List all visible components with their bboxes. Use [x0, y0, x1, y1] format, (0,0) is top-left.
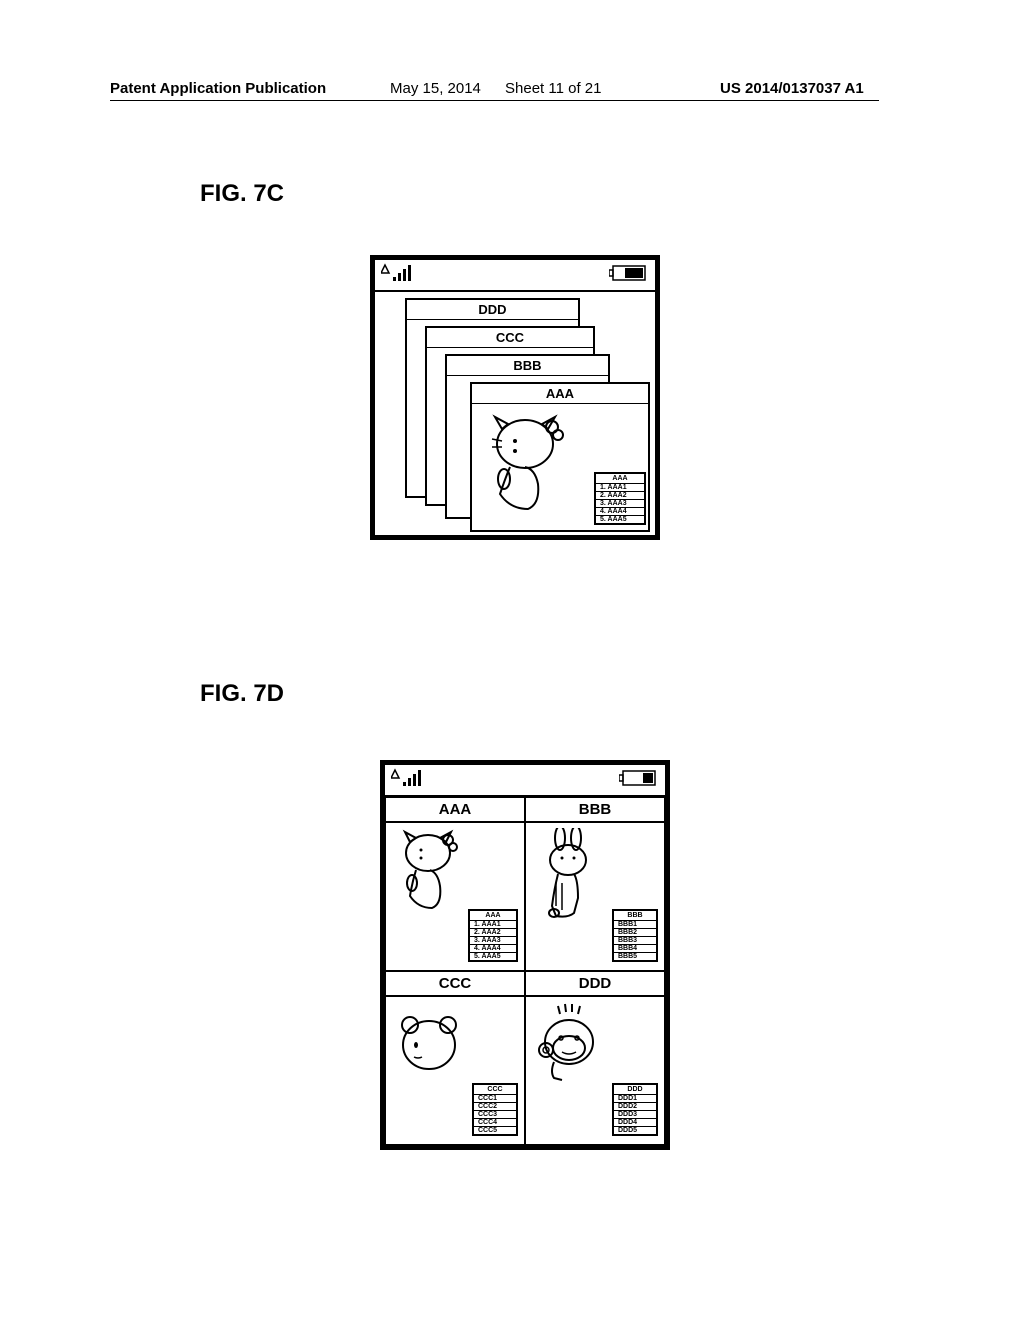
header-docnum: US 2014/0137037 A1 [720, 80, 864, 97]
fig7c-content: DDD CCC BBB AAA [375, 292, 655, 535]
grid-cell-aaa[interactable]: AAA AAA 1. AAA1 2. AAA2 3. AAA3 4. AAA4 … [385, 797, 525, 971]
submenu-title: AAA [470, 911, 516, 921]
submenu-item[interactable]: 3. AAA3 [470, 937, 516, 945]
ddd-submenu[interactable]: DDD DDD1 DDD2 DDD3 DDD4 DDD5 [612, 1083, 658, 1136]
submenu-item[interactable]: DDD3 [614, 1111, 656, 1119]
grid-cell-ccc[interactable]: CCC CCC CCC1 CCC2 CCC3 CCC4 CCC5 [385, 971, 525, 1145]
submenu-item[interactable]: 1. AAA1 [470, 921, 516, 929]
card-ccc-title: CCC [427, 328, 593, 348]
submenu-item[interactable]: BBB2 [614, 929, 656, 937]
bbb-submenu[interactable]: BBB BBB1 BBB2 BBB3 BBB4 BBB5 [612, 909, 658, 962]
grid-title-bbb: BBB [526, 798, 664, 823]
submenu-item[interactable]: 4. AAA4 [470, 945, 516, 953]
rabbit-character-icon [534, 828, 604, 923]
submenu-title: AAA [596, 474, 644, 484]
fig7d-phone-frame: AAA AAA 1. AAA1 2. AAA2 3. AAA3 4. AAA4 … [380, 760, 670, 1150]
header-publication: Patent Application Publication [110, 80, 326, 97]
header-divider [110, 100, 879, 101]
fig7d-label: FIG. 7D [200, 680, 284, 708]
kitty-character-icon [480, 409, 570, 519]
aaa-submenu[interactable]: AAA 1. AAA1 2. AAA2 3. AAA3 4. AAA4 5. A… [468, 909, 518, 962]
submenu-item[interactable]: BBB5 [614, 953, 656, 960]
submenu-title: DDD [614, 1085, 656, 1095]
fig7d-grid: AAA AAA 1. AAA1 2. AAA2 3. AAA3 4. AAA4 … [385, 797, 665, 1145]
header-sheet: Sheet 11 of 21 [505, 80, 601, 97]
card-bbb-title: BBB [447, 356, 608, 376]
submenu-item[interactable]: DDD4 [614, 1119, 656, 1127]
submenu-item[interactable]: DDD5 [614, 1127, 656, 1134]
submenu-item[interactable]: CCC3 [474, 1111, 516, 1119]
battery-icon [619, 769, 659, 792]
submenu-title: CCC [474, 1085, 516, 1095]
submenu-item[interactable]: 5. AAA5 [470, 953, 516, 960]
fig7c-phone-frame: DDD CCC BBB AAA [370, 255, 660, 540]
submenu-item[interactable]: 3. AAA3 [596, 500, 644, 508]
signal-icon [381, 263, 421, 288]
submenu-item[interactable]: 2. AAA2 [470, 929, 516, 937]
submenu-title: BBB [614, 911, 656, 921]
card-ddd-title: DDD [407, 300, 578, 320]
submenu-item[interactable]: 5. AAA5 [596, 516, 644, 523]
submenu-item[interactable]: DDD2 [614, 1103, 656, 1111]
ccc-submenu[interactable]: CCC CCC1 CCC2 CCC3 CCC4 CCC5 [472, 1083, 518, 1136]
header-date: May 15, 2014 [390, 80, 481, 97]
grid-cell-bbb[interactable]: BBB BBB BBB1 BBB2 BBB3 BBB4 BBB5 [525, 797, 665, 971]
kitty-character-icon [394, 828, 464, 918]
submenu-item[interactable]: CCC2 [474, 1103, 516, 1111]
bear-character-icon [394, 1007, 464, 1087]
grid-title-aaa: AAA [386, 798, 524, 823]
fig7c-label: FIG. 7C [200, 180, 284, 208]
aaa-submenu[interactable]: AAA 1. AAA1 2. AAA2 3. AAA3 4. AAA4 5. A… [594, 472, 646, 525]
submenu-item[interactable]: 1. AAA1 [596, 484, 644, 492]
status-bar-7c [375, 260, 655, 292]
submenu-item[interactable]: 4. AAA4 [596, 508, 644, 516]
monkey-character-icon [534, 1002, 604, 1092]
submenu-item[interactable]: CCC5 [474, 1127, 516, 1134]
status-bar-7d [385, 765, 665, 797]
submenu-item[interactable]: BBB3 [614, 937, 656, 945]
card-aaa-title: AAA [472, 384, 648, 404]
submenu-item[interactable]: 2. AAA2 [596, 492, 644, 500]
submenu-item[interactable]: DDD1 [614, 1095, 656, 1103]
signal-icon [391, 768, 431, 793]
submenu-item[interactable]: CCC1 [474, 1095, 516, 1103]
submenu-item[interactable]: BBB1 [614, 921, 656, 929]
submenu-item[interactable]: BBB4 [614, 945, 656, 953]
grid-cell-ddd[interactable]: DDD DDD DDD1 DDD2 DDD3 DDD4 DDD5 [525, 971, 665, 1145]
battery-icon [609, 264, 649, 287]
submenu-item[interactable]: CCC4 [474, 1119, 516, 1127]
grid-title-ccc: CCC [386, 972, 524, 997]
grid-title-ddd: DDD [526, 972, 664, 997]
card-aaa[interactable]: AAA AAA 1. AAA1 2. AAA2 3. AAA3 [470, 382, 650, 532]
